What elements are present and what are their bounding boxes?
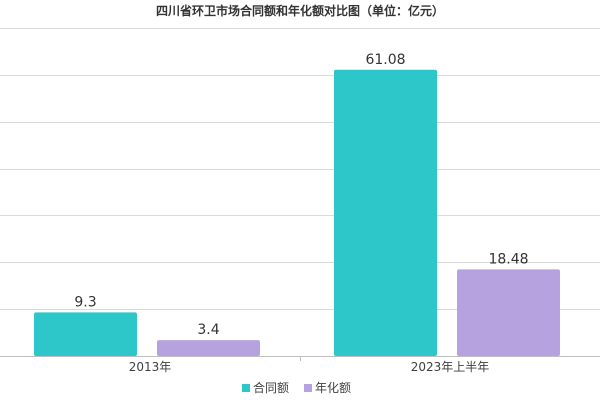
x-axis: 2013年 2023年上半年 [0,356,600,374]
legend[interactable]: 合同额 年化额 [242,380,351,395]
bar-年化额-2013年[interactable] [157,340,260,356]
x-tick-label: 2023年上半年 [411,360,490,374]
data-label: 61.08 [365,52,405,68]
bar-年化额-2023年上半年[interactable] [457,269,560,356]
legend-label: 合同额 [253,380,289,395]
legend-swatch [242,384,250,392]
chart-title: 四川省环卫市场合同额和年化额对比图（单位：亿元） [156,3,444,18]
x-tick-label: 2013年 [129,360,172,374]
bars [34,69,560,356]
bar-合同额-2013年[interactable] [34,312,137,356]
grid-lines [0,28,600,310]
data-label: 9.3 [74,294,96,310]
data-labels: 9.3 3.4 61.08 18.48 [74,52,528,338]
legend-item-合同额[interactable]: 合同额 [242,380,289,395]
legend-swatch [304,384,312,392]
legend-label: 年化额 [315,381,351,395]
data-label: 3.4 [197,322,219,338]
data-label: 18.48 [488,251,528,267]
legend-item-年化额[interactable]: 年化额 [304,381,351,395]
bar-合同额-2023年上半年[interactable] [334,69,437,356]
